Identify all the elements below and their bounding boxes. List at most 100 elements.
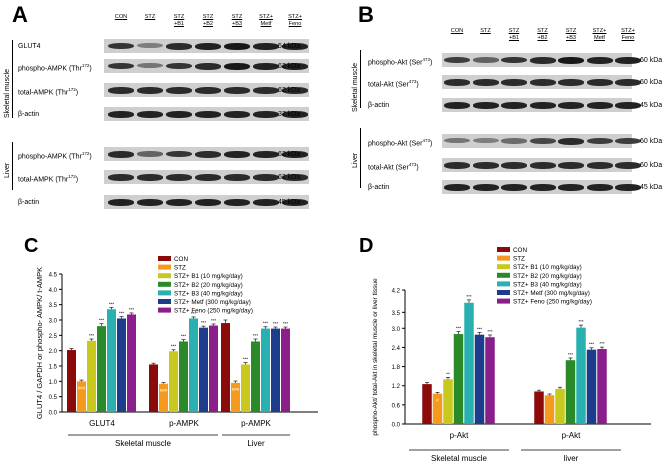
b-band xyxy=(615,184,641,191)
a-band xyxy=(137,111,163,118)
a-band xyxy=(282,87,308,94)
bar-b1-1 xyxy=(169,351,178,412)
b-band xyxy=(529,79,556,86)
bar-b2-2 xyxy=(251,341,260,412)
b-band xyxy=(615,162,641,169)
a-lane-3: STZ +B2 xyxy=(202,14,214,27)
legend-label-b3: STZ+ B3 (40 mg/kg/day) xyxy=(174,290,243,297)
a-band xyxy=(282,174,308,181)
panel-b-liver-divider xyxy=(360,128,361,188)
legend-swatch-metf xyxy=(497,290,510,295)
b-band xyxy=(472,102,499,109)
significance-mark: *** xyxy=(253,333,259,338)
category-label: p-AMPK xyxy=(241,419,271,428)
panel-a-tissue-muscle: Skeletal muscle xyxy=(4,68,11,118)
category-label: p-AMPK xyxy=(169,419,199,428)
significance-mark: ### xyxy=(232,387,240,392)
b-band xyxy=(501,79,527,86)
b-band xyxy=(472,138,499,144)
legend-swatch-feno xyxy=(158,307,171,313)
category-label: p-Akt xyxy=(450,431,469,440)
bar-stz-0 xyxy=(77,381,86,412)
b-band xyxy=(444,79,470,86)
a-top-kda-0: 54 kDa xyxy=(278,43,301,50)
b-bottom-label-1: total-Akt (Ser473) xyxy=(368,162,419,172)
legend-label-metf: STZ+ Metf (300 mg/kg/day) xyxy=(513,290,590,297)
b-band xyxy=(472,57,499,63)
panel-b-tissue-liver: Liver xyxy=(352,152,359,168)
legend-label-b2: STZ+ B2 (20 mg/kg/day) xyxy=(174,282,243,289)
b-band xyxy=(615,138,641,145)
significance-mark: *** xyxy=(211,318,217,323)
b-band xyxy=(472,162,499,169)
b-band xyxy=(558,184,584,191)
legend-swatch-b3 xyxy=(497,281,510,287)
legend-swatch-metf xyxy=(158,299,171,304)
significance-mark: *** xyxy=(119,311,125,316)
significance-mark: *** xyxy=(99,318,105,323)
a-top-kda-2: 62 kDa xyxy=(278,87,301,94)
b-band xyxy=(558,102,584,109)
y-tick-label: 3.5 xyxy=(392,311,401,317)
a-lane-6: STZ+ Feno xyxy=(288,14,302,27)
y-tick-label: 1.5 xyxy=(49,365,58,371)
b-band xyxy=(586,162,613,169)
a-band xyxy=(166,87,192,94)
chart-c: C 0.0 0.5 1.0 1.5 2.0 2.5 3.0 3.5 4.0 4.5 GLUT4 / G… xyxy=(24,235,318,448)
a-band xyxy=(108,111,134,118)
b-bottom-kda-2: 45 kDa xyxy=(640,184,663,191)
y-tick-label: 1.8 xyxy=(392,365,401,371)
significance-mark: *** xyxy=(89,333,95,338)
b-top-label-2: β-actin xyxy=(368,102,390,109)
b-band xyxy=(615,102,641,109)
b-band xyxy=(529,57,556,64)
panel-a-tissue-liver: Liver xyxy=(4,162,11,178)
bar-b2-0 xyxy=(453,334,464,424)
significance-mark: *** xyxy=(487,329,493,334)
bar-feno-0 xyxy=(485,337,495,424)
a-lane-5: STZ+ Metf xyxy=(259,14,273,27)
a-band xyxy=(166,111,192,118)
group-label: Liver xyxy=(247,439,265,448)
panel-label-c: C xyxy=(24,235,38,257)
b-band xyxy=(615,57,641,64)
bar-b2-1 xyxy=(179,341,188,412)
a-bottom-kda-0: 62 kDa xyxy=(278,151,301,158)
b-top-label-1: total-Akt (Ser473) xyxy=(368,79,419,89)
b-band xyxy=(444,184,470,191)
legend-swatch-b1 xyxy=(158,273,171,279)
a-top-label-3: β-actin xyxy=(18,111,40,118)
b-band xyxy=(558,138,584,145)
bar-con-0 xyxy=(67,350,76,412)
bar-b1-1 xyxy=(555,388,565,424)
a-band xyxy=(253,63,279,70)
significance-mark: ### xyxy=(78,385,86,390)
y-tick-label: 2.0 xyxy=(49,349,58,355)
y-tick-label: 3.0 xyxy=(49,319,58,325)
bar-stz-2 xyxy=(231,382,240,412)
legend-label-b1: STZ+ B1 (10 mg/kg/day) xyxy=(174,273,243,280)
b-band xyxy=(501,162,527,169)
a-band xyxy=(224,43,250,50)
panel-b-muscle-divider xyxy=(360,50,361,108)
bar-b1-0 xyxy=(87,340,96,412)
a-band xyxy=(108,151,134,158)
legend-label-con: CON xyxy=(174,256,188,263)
a-band xyxy=(166,174,192,181)
a-lane-2: STZ +B1 xyxy=(173,14,185,27)
b-band xyxy=(586,79,613,86)
a-band xyxy=(224,87,250,94)
a-band xyxy=(195,174,221,181)
bar-b1-0 xyxy=(443,379,453,424)
legend-label-stz: STZ xyxy=(174,265,186,272)
bar-b3-1 xyxy=(576,327,586,424)
a-band xyxy=(253,151,279,158)
significance-mark: *** xyxy=(243,357,249,362)
b-band xyxy=(586,184,613,191)
legend-swatch-b1 xyxy=(497,264,510,270)
b-top-kda-1: 60 kDa xyxy=(640,79,663,86)
significance-mark: *** xyxy=(109,301,115,306)
a-band xyxy=(195,151,221,158)
b-bottom-label-0: phospho-Akt (Ser473) xyxy=(368,138,433,148)
bar-con-1 xyxy=(149,364,158,412)
